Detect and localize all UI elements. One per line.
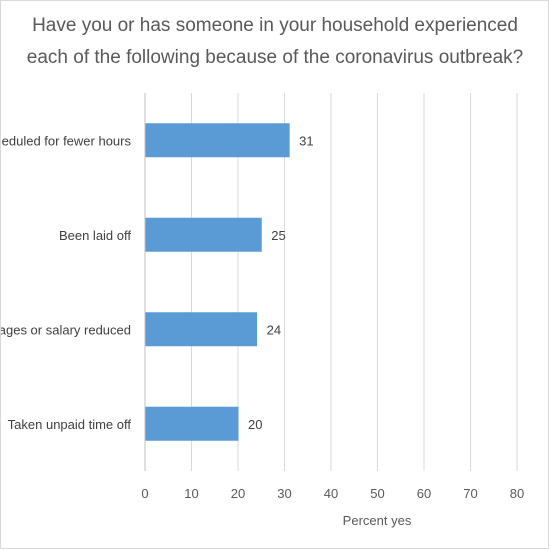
chart-title-line: Have you or has someone in your househol…	[32, 15, 518, 36]
category-label: Taken unpaid time off	[8, 417, 132, 432]
data-label: 20	[248, 417, 262, 432]
x-tick-label: 80	[510, 486, 524, 501]
x-tick-label: 50	[370, 486, 384, 501]
x-tick-label: 70	[463, 486, 477, 501]
bar	[145, 312, 258, 347]
category-label: Scheduled for fewer hours	[1, 133, 131, 148]
x-tick-label: 60	[417, 486, 431, 501]
data-label: 24	[267, 322, 281, 337]
x-tick-label: 10	[184, 486, 198, 501]
labels: 0 10 20 30 40 50 60 70 80 Scheduled for fewer hou…	[1, 133, 524, 501]
bars	[145, 123, 290, 441]
bar	[145, 406, 239, 441]
category-label: Wages or salary reduced	[1, 322, 131, 337]
bar	[145, 217, 262, 252]
x-tick-label: 30	[277, 486, 291, 501]
data-label: 25	[271, 228, 285, 243]
x-tick-label: 0	[141, 486, 148, 501]
x-tick-label: 20	[231, 486, 245, 501]
x-tick-label: 40	[324, 486, 338, 501]
chart-title-line: each of the following because of the cor…	[27, 47, 523, 68]
chart-title: Have you or has someone in your househol…	[27, 15, 523, 68]
x-axis-title: Percent yes	[343, 513, 412, 528]
category-label: Been laid off	[59, 228, 131, 243]
data-label: 31	[299, 133, 313, 148]
bar	[145, 123, 290, 158]
